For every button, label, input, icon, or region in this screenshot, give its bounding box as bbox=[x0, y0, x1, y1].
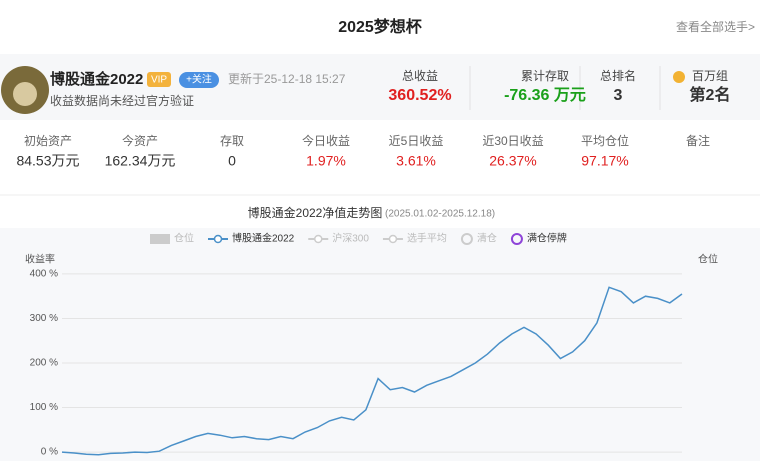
chart-bg bbox=[0, 228, 760, 461]
stat-label: 备注 bbox=[686, 133, 710, 148]
stat-label: 存取 bbox=[220, 134, 244, 148]
legend-label: 满仓停牌 bbox=[527, 232, 567, 245]
y-tick-label: 300 % bbox=[30, 313, 58, 324]
view-all-link[interactable]: 查看全部选手> bbox=[676, 19, 755, 34]
chart-title: 博股通金2022净值走势图 bbox=[248, 205, 383, 220]
user-name: 博股通金2022 bbox=[50, 70, 143, 88]
stat-label: 今日收益 bbox=[302, 133, 350, 148]
legend-swatch bbox=[150, 234, 170, 244]
summary-label: 总排名 bbox=[600, 68, 636, 83]
y2-axis-label: 仓位 bbox=[698, 253, 718, 266]
stat-label: 近5日收益 bbox=[389, 134, 444, 148]
legend-swatch bbox=[388, 234, 398, 244]
legend-swatch bbox=[314, 234, 323, 244]
stat-value: 162.34万元 bbox=[105, 153, 176, 169]
follow-text[interactable]: +关注 bbox=[186, 73, 212, 86]
stat-value: 97.17% bbox=[581, 153, 628, 169]
vip-badge bbox=[147, 72, 171, 87]
legend-swatch bbox=[510, 233, 523, 245]
y-tick-label: 100 % bbox=[30, 402, 58, 413]
legend-label: 博股通金2022 bbox=[232, 232, 295, 245]
legend-label: 沪深300 bbox=[332, 232, 369, 245]
profile-card bbox=[0, 54, 760, 120]
verify-note: 收益数据尚未经过官方验证 bbox=[50, 93, 194, 108]
summary-value: -76.36 万元 bbox=[504, 87, 586, 104]
legend-label: 清仓 bbox=[477, 232, 497, 245]
stat-value: 84.53万元 bbox=[16, 153, 79, 169]
legend-swatch bbox=[460, 233, 473, 245]
stat-value: 26.37% bbox=[489, 153, 536, 169]
legend-label: 仓位 bbox=[174, 232, 194, 245]
stat-label: 平均仓位 bbox=[581, 133, 629, 148]
stat-label: 近30日收益 bbox=[482, 134, 543, 148]
legend-label: 选手平均 bbox=[407, 232, 447, 245]
stat-value: 0 bbox=[228, 153, 236, 169]
y-axis-label: 收益率 bbox=[25, 253, 55, 266]
avatar-detail bbox=[13, 82, 37, 106]
vip-text: VIP bbox=[151, 75, 167, 86]
chart-subtitle: (2025.01.02-2025.12.18) bbox=[385, 209, 495, 220]
y-tick-label: 400 % bbox=[30, 269, 58, 280]
group-icon bbox=[673, 71, 685, 83]
summary-value: 3 bbox=[614, 87, 623, 104]
page-title: 2025梦想杯 bbox=[338, 17, 423, 36]
stat-label: 今资产 bbox=[122, 133, 158, 148]
summary-label: 累计存取 bbox=[521, 69, 569, 83]
summary-label: 总收益 bbox=[402, 69, 438, 83]
update-time: 更新于25-12-18 15:27 bbox=[228, 71, 346, 86]
follow-button[interactable] bbox=[179, 72, 219, 88]
summary-value: 第2名 bbox=[690, 85, 731, 104]
line-series bbox=[61, 286, 683, 456]
y-tick-label: 0 % bbox=[41, 447, 58, 458]
stat-label: 初始资产 bbox=[24, 134, 72, 148]
stat-value: 3.61% bbox=[396, 153, 436, 169]
stat-value: 1.97% bbox=[306, 153, 346, 169]
summary-value: 360.52% bbox=[388, 87, 451, 104]
y-tick-label: 200 % bbox=[30, 358, 58, 369]
legend-swatch bbox=[213, 234, 223, 244]
summary-label: 百万组 bbox=[692, 69, 728, 83]
